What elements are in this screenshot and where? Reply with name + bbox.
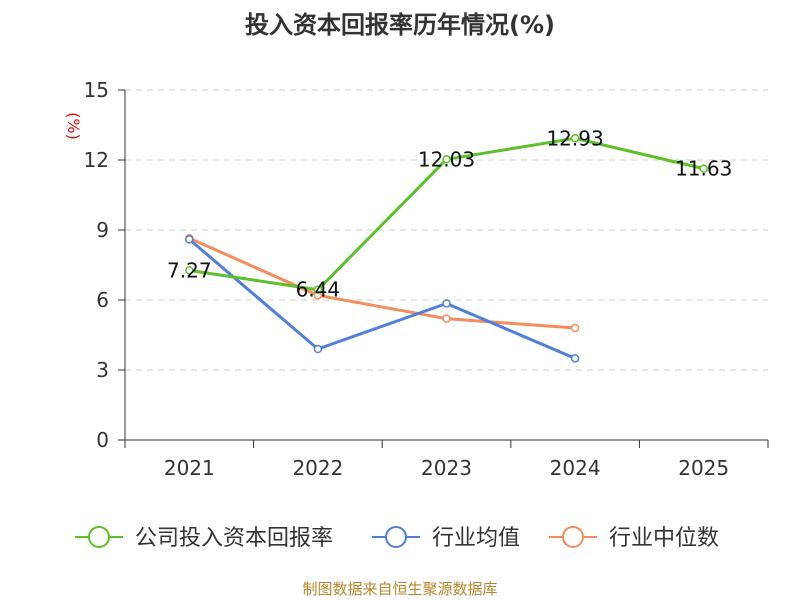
series-line (188, 238, 576, 360)
x-tick-label: 2025 (678, 456, 729, 480)
y-tick-label: 12 (84, 148, 109, 172)
chart-title: 投入资本回报率历年情况(%) (245, 11, 555, 39)
series-layer (185, 134, 708, 363)
legend-marker (88, 526, 110, 548)
x-tick-label: 2022 (292, 456, 343, 480)
source-note: 制图数据来自恒生聚源数据库 (302, 580, 497, 598)
data-point[interactable] (570, 354, 580, 363)
gridlines (125, 89, 768, 371)
data-label: 12.93 (546, 126, 603, 150)
data-label: 7.27 (167, 258, 212, 282)
legend[interactable]: 公司投入资本回报率 行业均值 行业中位数 (75, 526, 719, 551)
legend-marker (385, 526, 407, 548)
legend-item[interactable]: 行业中位数 (549, 526, 719, 551)
data-label: 6.44 (296, 278, 341, 302)
data-point[interactable] (185, 235, 194, 244)
y-tick-label: 0 (96, 428, 109, 452)
data-point[interactable] (313, 344, 323, 354)
y-tick-label: 3 (96, 358, 109, 382)
data-point[interactable] (442, 314, 451, 323)
data-point[interactable] (185, 266, 194, 275)
x-tick-label: 2021 (164, 456, 215, 480)
data-point[interactable] (313, 285, 323, 294)
data-point[interactable] (442, 155, 451, 164)
data-point[interactable] (570, 134, 580, 143)
x-tick-label: 2024 (550, 456, 601, 480)
x-tick-label: 2023 (421, 456, 472, 480)
series-line (188, 236, 576, 330)
y-tick-label: 15 (84, 78, 109, 102)
legend-label: 行业均值 (432, 526, 520, 551)
legend-item[interactable]: 行业均值 (372, 526, 520, 551)
y-tick-label: 9 (96, 218, 109, 242)
axes: 0 3 6 9 12 15 2021 2022 2023 2024 2025 (84, 78, 769, 480)
data-point[interactable] (442, 299, 451, 308)
y-tick-label: 6 (96, 288, 109, 312)
data-point[interactable] (570, 323, 580, 333)
legend-item[interactable]: 公司投入资本回报率 (75, 526, 333, 551)
legend-label: 行业中位数 (609, 526, 719, 551)
y-unit-label: (%) (64, 112, 83, 140)
legend-marker (562, 526, 584, 548)
data-labels: 7.27 6.44 12.03 12.93 11.63 (167, 126, 732, 301)
data-label: 12.03 (418, 147, 475, 171)
data-point[interactable] (699, 164, 708, 173)
legend-label: 公司投入资本回报率 (135, 526, 333, 551)
data-label: 11.63 (675, 157, 732, 181)
